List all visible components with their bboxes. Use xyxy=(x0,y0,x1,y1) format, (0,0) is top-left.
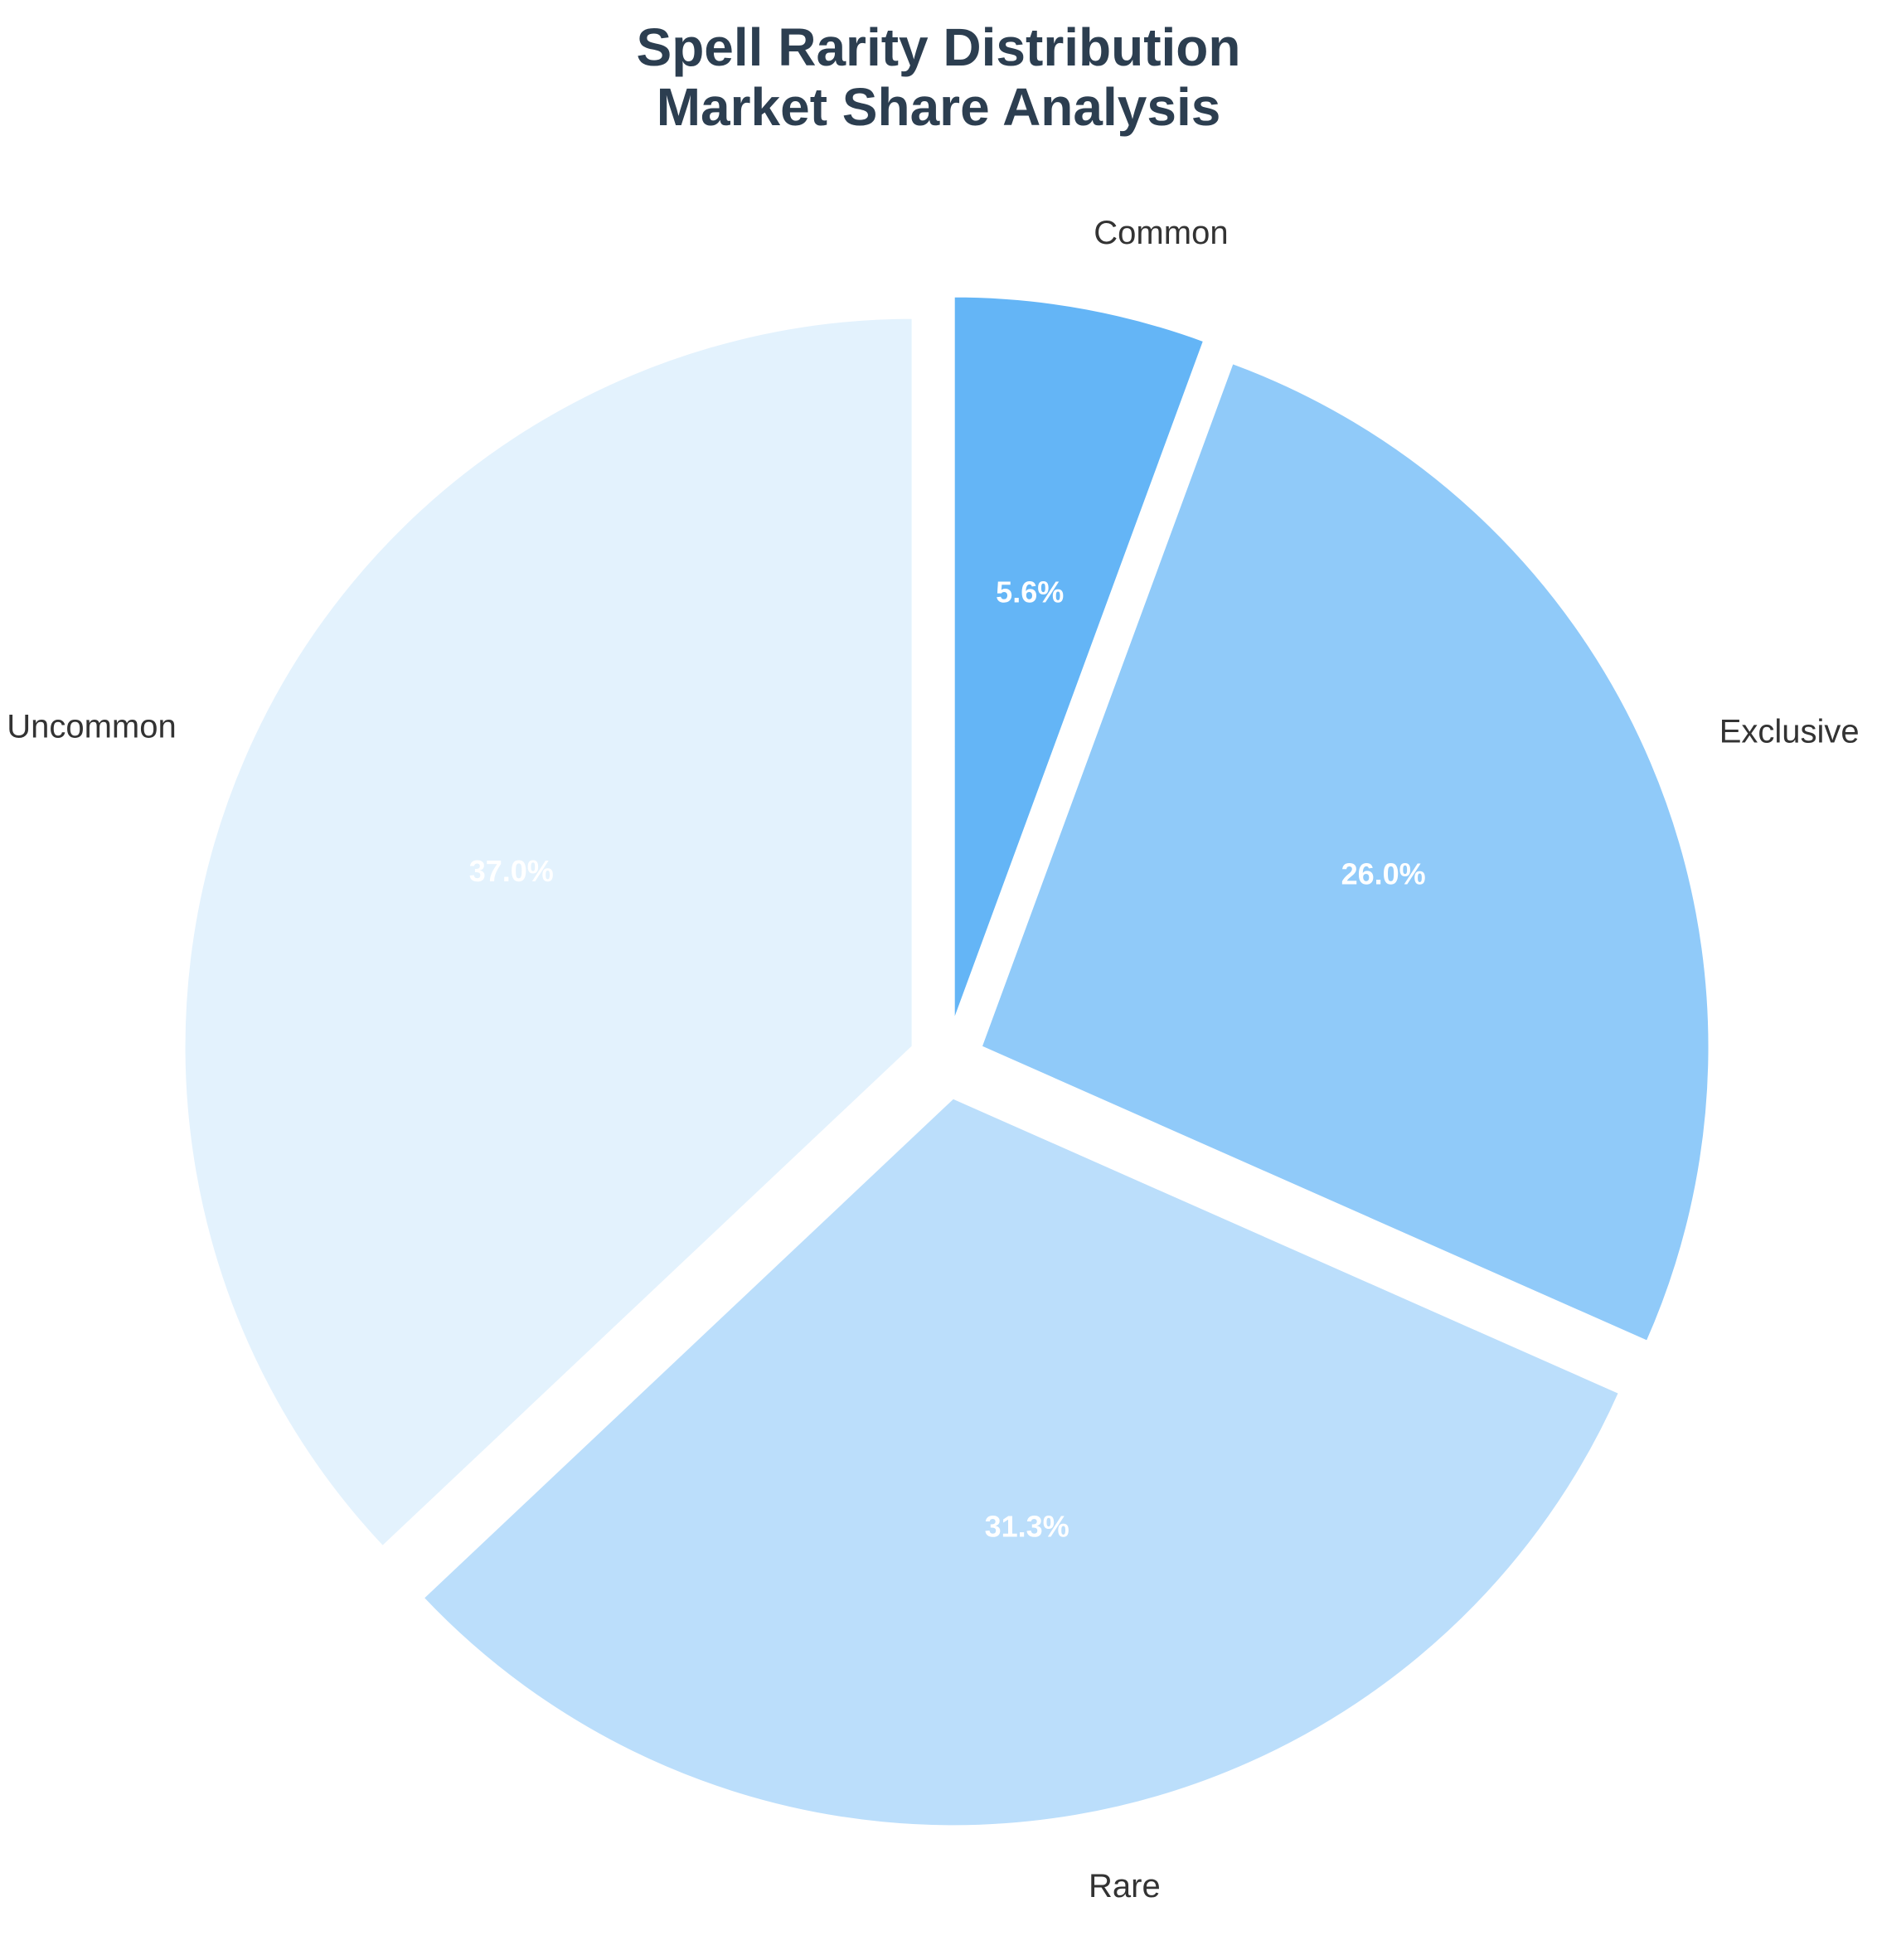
slice-value-rare: 31.3% xyxy=(985,1509,1069,1543)
pie-slice-uncommon xyxy=(182,315,915,1550)
slice-label-rare: Rare xyxy=(1089,1868,1161,1904)
slice-value-uncommon: 37.0% xyxy=(469,854,554,888)
slice-label-uncommon: Uncommon xyxy=(7,709,177,745)
pie-slice-common xyxy=(951,294,1207,1026)
slice-label-exclusive: Exclusive xyxy=(1719,714,1860,750)
slice-value-exclusive: 26.0% xyxy=(1341,856,1426,890)
pie-slice-exclusive xyxy=(977,360,1712,1345)
chart-title-line-2: Market Share Analysis xyxy=(656,77,1221,137)
slice-value-common: 5.6% xyxy=(996,575,1064,609)
chart-title-line-1: Spell Rarity Distribution xyxy=(636,17,1241,77)
slice-label-common: Common xyxy=(1094,215,1228,251)
pie-slice-rare xyxy=(420,1095,1622,1829)
